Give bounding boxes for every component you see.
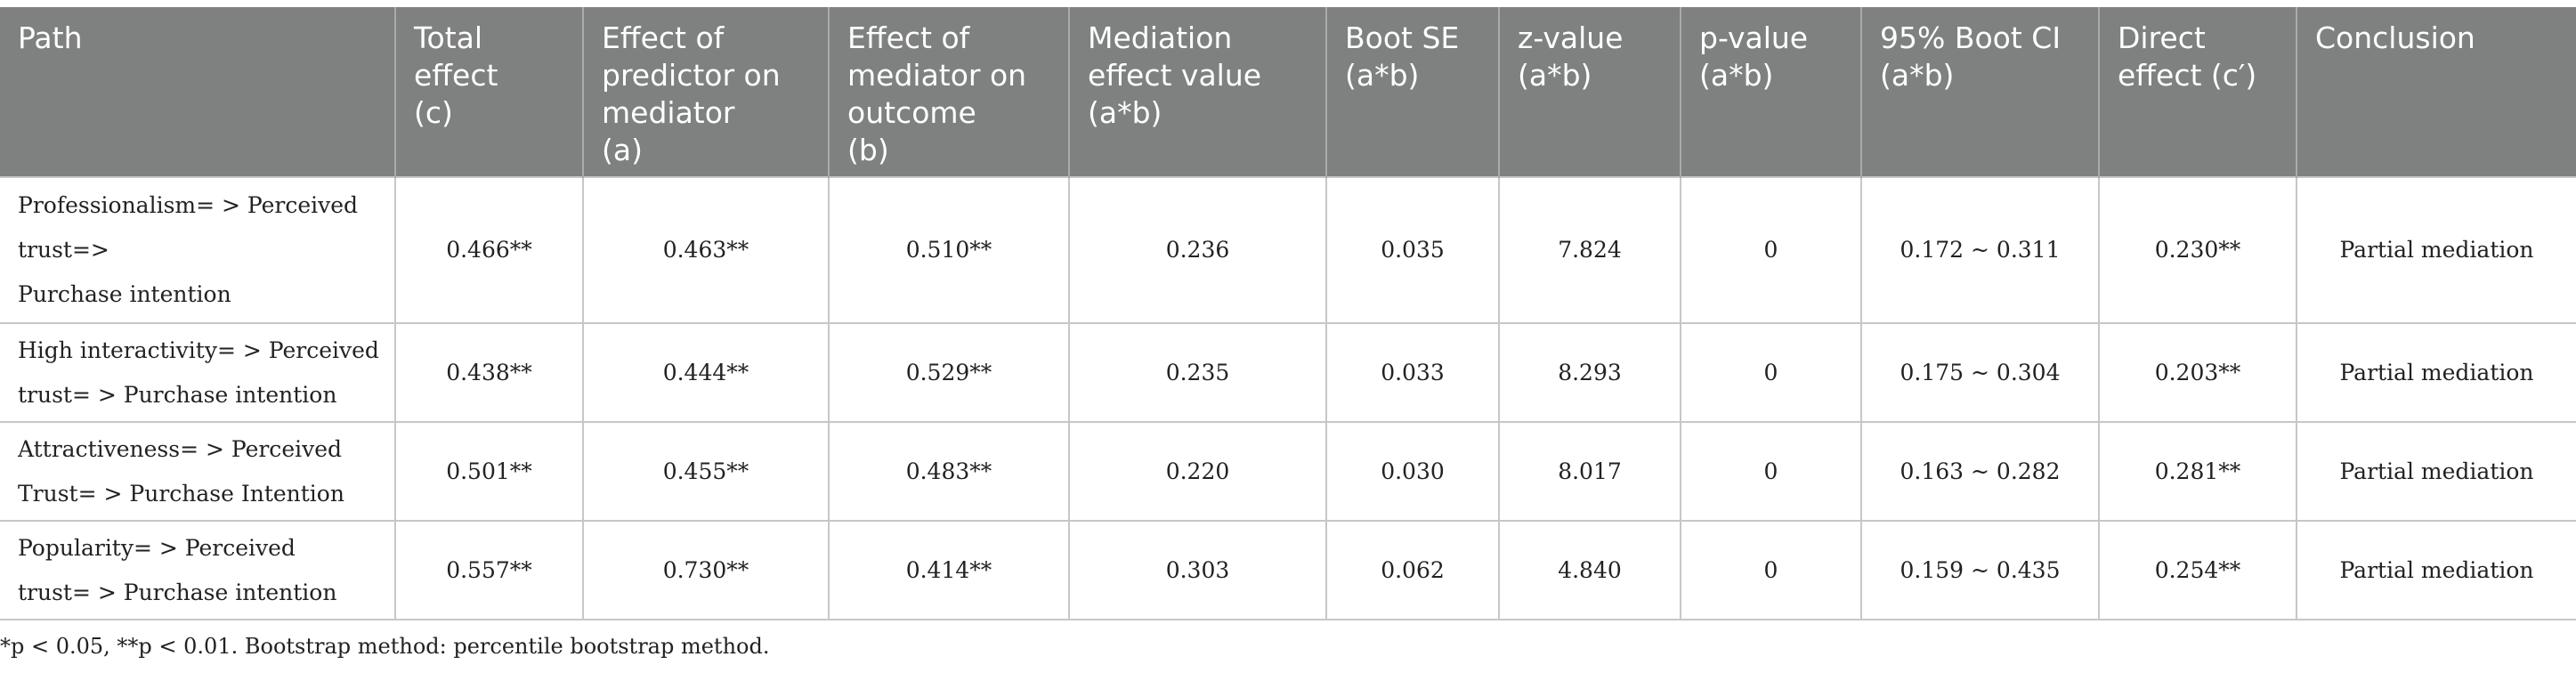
cell-effect-b: 0.529**: [828, 322, 1070, 423]
cell-total-effect: 0.501**: [394, 421, 584, 522]
cell-effect-a: 0.455**: [582, 421, 830, 522]
cell-mediation: 0.235: [1068, 322, 1327, 423]
column-header-boot-se: Boot SE (a*b): [1326, 7, 1500, 177]
column-header-conclusion: Conclusion: [2297, 7, 2576, 177]
cell-boot-se: 0.030: [1325, 421, 1500, 522]
cell-boot-ci: 0.159 ~ 0.435: [1860, 520, 2100, 620]
table-row: High interactivity= > Perceived trust= >…: [0, 322, 2576, 423]
cell-conclusion: Partial mediation: [2296, 421, 2576, 522]
cell-boot-ci: 0.163 ~ 0.282: [1860, 421, 2100, 522]
table-row: Attractiveness= > Perceived Trust= > Pur…: [0, 421, 2576, 522]
cell-effect-b: 0.510**: [828, 176, 1070, 324]
column-header-boot-ci: 95% Boot CI (a*b): [1861, 7, 2100, 177]
cell-direct-effect: 0.254**: [2098, 520, 2297, 620]
column-header-z-value: z-value (a*b): [1499, 7, 1681, 177]
cell-effect-a: 0.444**: [582, 322, 830, 423]
column-header-p-value: p-value (a*b): [1681, 7, 1862, 177]
mediation-table: Path Total effect (c) Effect of predicto…: [0, 7, 2576, 620]
cell-z-value: 7.824: [1498, 176, 1681, 324]
cell-boot-ci: 0.175 ~ 0.304: [1860, 322, 2100, 423]
cell-direct-effect: 0.281**: [2098, 421, 2297, 522]
cell-total-effect: 0.466**: [394, 176, 584, 324]
column-header-effect-b: Effect of mediator on outcome (b): [829, 7, 1070, 177]
cell-boot-ci: 0.172 ~ 0.311: [1860, 176, 2100, 324]
cell-p-value: 0: [1680, 421, 1862, 522]
cell-path: Professionalism= > Perceived trust=> Pur…: [0, 176, 396, 324]
cell-effect-a: 0.730**: [582, 520, 830, 620]
cell-effect-a: 0.463**: [582, 176, 830, 324]
column-header-direct-effect: Direct effect (c′): [2099, 7, 2297, 177]
cell-boot-se: 0.062: [1325, 520, 1500, 620]
cell-boot-se: 0.035: [1325, 176, 1500, 324]
cell-boot-se: 0.033: [1325, 322, 1500, 423]
table-row: Popularity= > Perceived trust= > Purchas…: [0, 520, 2576, 620]
cell-z-value: 4.840: [1498, 520, 1681, 620]
cell-path: Popularity= > Perceived trust= > Purchas…: [0, 520, 396, 620]
cell-total-effect: 0.557**: [394, 520, 584, 620]
column-header-effect-a: Effect of predictor on mediator (a): [583, 7, 830, 177]
table-row: Professionalism= > Perceived trust=> Pur…: [0, 176, 2576, 324]
cell-conclusion: Partial mediation: [2296, 176, 2576, 324]
cell-mediation: 0.220: [1068, 421, 1327, 522]
cell-direct-effect: 0.203**: [2098, 322, 2297, 423]
cell-z-value: 8.017: [1498, 421, 1681, 522]
column-header-path: Path: [0, 7, 396, 177]
table-header-row: Path Total effect (c) Effect of predicto…: [0, 7, 2576, 177]
cell-effect-b: 0.483**: [828, 421, 1070, 522]
column-header-mediation-effect: Mediation effect value (a*b): [1069, 7, 1327, 177]
cell-path: Attractiveness= > Perceived Trust= > Pur…: [0, 421, 396, 522]
cell-conclusion: Partial mediation: [2296, 322, 2576, 423]
cell-z-value: 8.293: [1498, 322, 1681, 423]
table-footnote: *p < 0.05, **p < 0.01. Bootstrap method:…: [0, 634, 770, 659]
cell-effect-b: 0.414**: [828, 520, 1070, 620]
cell-mediation: 0.236: [1068, 176, 1327, 324]
mediation-table-container: Path Total effect (c) Effect of predicto…: [0, 7, 2576, 620]
cell-p-value: 0: [1680, 176, 1862, 324]
column-header-total-effect: Total effect (c): [395, 7, 584, 177]
cell-p-value: 0: [1680, 322, 1862, 423]
cell-total-effect: 0.438**: [394, 322, 584, 423]
cell-conclusion: Partial mediation: [2296, 520, 2576, 620]
cell-path: High interactivity= > Perceived trust= >…: [0, 322, 396, 423]
cell-direct-effect: 0.230**: [2098, 176, 2297, 324]
cell-mediation: 0.303: [1068, 520, 1327, 620]
cell-p-value: 0: [1680, 520, 1862, 620]
